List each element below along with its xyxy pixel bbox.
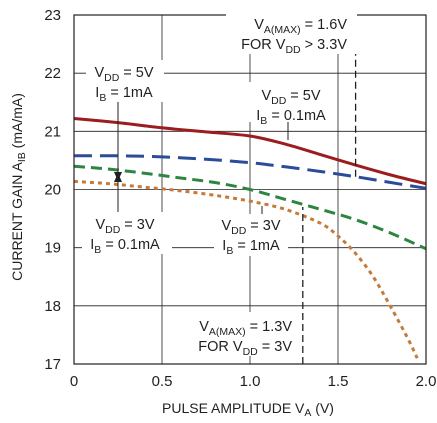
annotation-vdd5-ib01: VDD = 5V IB = 0.1mA xyxy=(247,82,335,127)
annotation-vdd5-ib1-line2: IB = 1mA xyxy=(95,85,153,104)
annotation-vdd3-ib01-bg xyxy=(82,212,172,254)
annotation-vamax-high: VA(MAX) = 1.6V FOR VDD > 3.3V xyxy=(226,10,357,56)
annotation-vamax-high-line1: VA(MAX) = 1.6V xyxy=(254,17,347,36)
annotation-vamax-low-line1: VA(MAX) = 1.3V xyxy=(199,319,292,338)
y-tick-label: 19 xyxy=(44,240,61,257)
series-line-1 xyxy=(73,117,427,186)
series-line-3 xyxy=(73,164,427,251)
leader-vdd3-ib01-arrowhead xyxy=(114,173,122,182)
x-tick-label: 1.0 xyxy=(240,373,261,390)
y-tick-label: 23 xyxy=(44,7,61,24)
annotation-vamax-low-bg xyxy=(180,312,294,356)
annotation-vdd3-ib01-line2: IB = 0.1mA xyxy=(90,237,160,256)
annotation-vdd3-ib1-line2: IB = 1mA xyxy=(222,238,280,257)
series-line-2 xyxy=(73,154,427,190)
annotation-vdd5-ib1: VDD = 5V IB = 1mA xyxy=(86,60,164,104)
x-tick-label: 2.0 xyxy=(416,373,437,390)
annotation-vdd5-ib1-line1: VDD = 5V xyxy=(94,65,153,84)
annotation-vdd5-ib01-line1: VDD = 5V xyxy=(261,88,320,107)
annotation-vamax-high-line2: FOR VDD > 3.3V xyxy=(241,37,347,56)
annotation-vdd5-ib01-line2: IB = 0.1mA xyxy=(256,108,326,127)
y-tick-label: 18 xyxy=(44,298,61,315)
x-tick-label: 1.5 xyxy=(328,373,349,390)
x-tick-label: 0 xyxy=(70,373,78,390)
annotation-vdd3-ib01-line1: VDD = 3V xyxy=(95,217,154,236)
annotation-vamax-low-line2: FOR VDD = 3V xyxy=(198,339,292,358)
series-line-4 xyxy=(73,179,419,359)
y-tick-label: 22 xyxy=(44,65,61,82)
annotation-vamax-high-bg xyxy=(226,10,357,54)
y-tick-label: 17 xyxy=(44,356,61,373)
annotation-vdd3-ib1-bg xyxy=(214,214,288,256)
y-tick-label: 21 xyxy=(44,123,61,140)
tick-labels: 0 0.5 1.0 1.5 2.0 17 18 19 20 21 22 23 xyxy=(44,7,436,390)
annotation-vdd5-ib1-bg xyxy=(86,60,164,102)
x-tick-label: 0.5 xyxy=(152,373,173,390)
y-tick-label: 20 xyxy=(44,182,61,199)
x-axis-title: PULSE AMPLITUDE VA (V) xyxy=(162,400,334,419)
annotation-vdd3-ib1: VDD = 3V IB = 1mA xyxy=(214,214,288,257)
y-axis-title: CURRENT GAIN AIB (mA/mA) xyxy=(9,93,28,281)
annotation-vdd3-ib01: VDD = 3V IB = 0.1mA xyxy=(82,212,172,256)
annotation-vdd3-ib1-line1: VDD = 3V xyxy=(221,218,280,237)
series-group xyxy=(73,117,427,359)
annotation-vdd5-ib01-bg xyxy=(247,82,335,122)
annotation-vamax-low: VA(MAX) = 1.3V FOR VDD = 3V xyxy=(180,312,294,358)
